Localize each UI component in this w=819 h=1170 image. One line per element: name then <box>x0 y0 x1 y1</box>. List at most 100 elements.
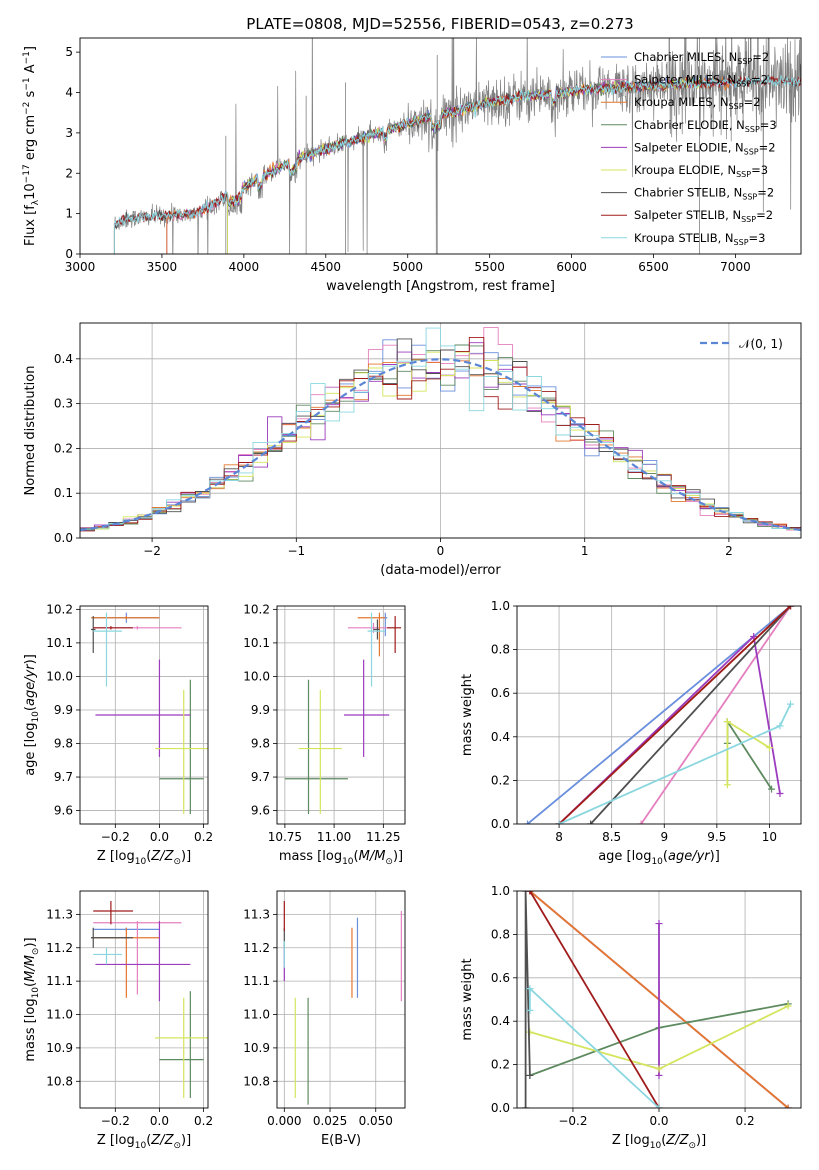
age-vs-mass-panel: 10.75 11.00 11.25 9.6 9.7 9.8 9.9 10.0 10.1 10.2 m… <box>243 602 406 867</box>
massweight-vs-age-plot-area <box>517 606 801 824</box>
y-axis-label: Normed distribution <box>23 366 38 496</box>
y-tick-label: 11.3 <box>243 907 270 921</box>
y-axis-label: age [log10(age/yr)] <box>23 654 41 776</box>
mass-weight-marker <box>750 633 758 641</box>
x-axis-label: mass [log10(M/M⊙)] <box>279 849 403 867</box>
x-axis-label: age [log10(age/yr)] <box>598 849 720 867</box>
axes-frame <box>516 890 802 1109</box>
spectrum-legend: Chabrier MILES, NSSP=2 Salpeter MILES, NS… <box>601 50 777 247</box>
x-tick-label: 3500 <box>147 260 178 274</box>
y-tick-label: 9.8 <box>251 737 270 751</box>
y-tick-label: 11.2 <box>243 941 270 955</box>
mass-weight-marker <box>524 820 532 824</box>
y-tick-label: 0.6 <box>491 971 510 985</box>
mass-weight-line <box>558 606 792 824</box>
y-tick-label: 9.6 <box>251 804 270 818</box>
x-tick-label: 0.000 <box>267 1114 301 1128</box>
mass-weight-marker <box>784 1104 792 1108</box>
y-tick-label: 10.8 <box>46 1074 73 1088</box>
mass-weight-marker <box>587 820 595 824</box>
y-tick-label: 0.0 <box>491 1101 510 1115</box>
mass-weight-line <box>529 891 660 1108</box>
y-tick-label: 0.2 <box>491 773 510 787</box>
mass-weight-marker <box>655 1104 663 1108</box>
mass-vs-Z-plot-area <box>80 891 208 1108</box>
legend-entry: Chabrier ELODIE, NSSP=3 <box>634 118 777 134</box>
mass-weight-marker <box>776 722 784 730</box>
mass-weight-line <box>524 891 531 1108</box>
y-tick-label: 9.6 <box>54 804 73 818</box>
y-tick-label: 0.3 <box>54 397 73 411</box>
x-tick-label: 9.5 <box>707 830 726 844</box>
x-tick-label: 0.025 <box>313 1114 347 1128</box>
legend-entry: Chabrier STELIB, NSSP=2 <box>634 186 774 202</box>
y-tick-label: 0.2 <box>54 441 73 455</box>
y-tick-label: 0.4 <box>491 1014 510 1028</box>
legend-entry: Salpeter MILES, NSSP=2 <box>634 73 768 89</box>
residual-histogram <box>80 327 801 538</box>
y-tick-label: 9.9 <box>54 703 73 717</box>
mass-weight-marker <box>526 1028 534 1036</box>
age-vs-mass-plot-area <box>277 606 405 824</box>
mass-weight-marker <box>768 785 776 793</box>
x-tick-label: 0.0 <box>150 1114 169 1128</box>
mass-vs-Z-panel: −0.2 0.0 0.2 10.8 10.9 11.0 11.1 11.2 11.3 Z [log… <box>23 890 213 1151</box>
y-tick-label: 1 <box>65 207 73 221</box>
legend-entry: 𝒩(0, 1) <box>739 337 783 351</box>
mass-weight-line <box>640 606 792 824</box>
mass-weight-marker <box>786 700 794 708</box>
y-axis-label: mass [log10(M/M⊙)] <box>23 937 41 1061</box>
mass-weight-marker <box>526 1071 534 1079</box>
legend-entry: Salpeter ELODIE, NSSP=2 <box>634 140 776 156</box>
x-tick-label: 0.050 <box>359 1114 393 1128</box>
y-tick-label: 11.0 <box>243 1008 270 1022</box>
massweight-vs-age-panel: 8 8.5 9 9.5 10 0.0 0.2 0.4 0.6 0.8 1.0 age [log10(a… <box>460 599 802 867</box>
x-tick-label: 0 <box>437 544 445 558</box>
y-tick-label: 10.9 <box>46 1041 73 1055</box>
y-tick-label: 9.7 <box>251 770 270 784</box>
x-tick-label: 0.2 <box>736 1114 755 1128</box>
x-tick-label: 0.2 <box>194 1114 213 1128</box>
y-tick-label: 10.8 <box>243 1074 270 1088</box>
x-tick-label: 2 <box>725 544 733 558</box>
x-tick-label: 5000 <box>392 260 423 274</box>
spectrum-panel: 3000 3500 4000 4500 5000 5500 6000 6500 7000 0 1 2 3… <box>22 37 802 294</box>
mass-weight-marker <box>526 1006 534 1014</box>
x-axis-label: wavelength [Angstrom, rest frame] <box>326 279 555 294</box>
axes-frame <box>79 37 802 255</box>
legend-entry: Kroupa STELIB, NSSP=3 <box>634 231 765 247</box>
x-tick-label: 11.25 <box>366 830 400 844</box>
residuals-plot-area <box>80 323 801 538</box>
y-axis-label: mass weight <box>460 674 475 756</box>
mass-weight-marker <box>784 1002 792 1010</box>
x-tick-label: 7000 <box>720 260 751 274</box>
y-tick-label: 0.4 <box>54 352 73 366</box>
y-tick-label: 9.7 <box>54 770 73 784</box>
y-tick-label: 10.2 <box>46 602 73 616</box>
y-tick-label: 0 <box>65 247 73 261</box>
y-tick-label: 11.0 <box>46 1008 73 1022</box>
figure-title: PLATE=0808, MJD=52556, FIBERID=0543, z=0… <box>246 15 633 33</box>
y-tick-label: 10.1 <box>46 636 73 650</box>
axes-frame <box>276 605 406 825</box>
mass-weight-marker <box>637 820 645 824</box>
y-tick-label: 10.0 <box>46 669 73 683</box>
y-tick-label: 10.9 <box>243 1041 270 1055</box>
y-tick-label: 1.0 <box>491 599 510 613</box>
mass-weight-marker <box>526 985 534 993</box>
x-tick-label: 3000 <box>65 260 96 274</box>
y-tick-label: 10.1 <box>243 636 270 650</box>
y-tick-label: 0.0 <box>54 531 73 545</box>
mass-weight-marker <box>522 891 530 895</box>
mass-weight-marker <box>655 1065 663 1073</box>
residuals-panel: −2 −1 0 1 2 0.0 0.1 0.2 0.3 0.4 (data-model)/error… <box>23 322 802 578</box>
mass-vs-ebv-panel: 0.000 0.025 0.050 10.8 10.9 11.0 11.1 11.2 11.3 E… <box>243 890 406 1148</box>
x-tick-label: 5500 <box>474 260 505 274</box>
x-tick-label: −0.2 <box>101 830 130 844</box>
x-tick-label: −1 <box>287 544 305 558</box>
mass-weight-marker <box>555 820 563 824</box>
massweight-vs-Z-plot-area <box>517 891 801 1108</box>
mass-weight-marker <box>786 606 794 610</box>
mass-weight-marker <box>723 718 731 726</box>
